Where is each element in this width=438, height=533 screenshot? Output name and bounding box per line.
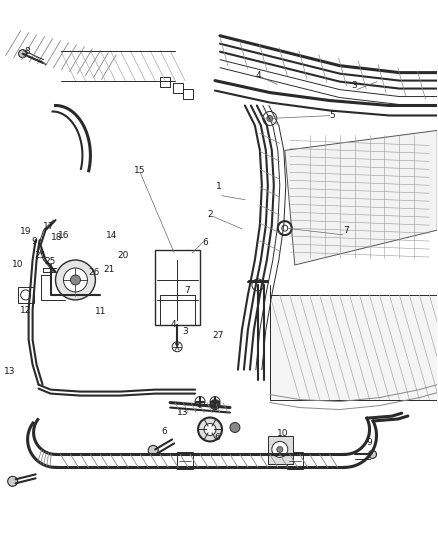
Circle shape [252,279,264,291]
Circle shape [272,441,288,457]
Circle shape [204,424,216,435]
Circle shape [263,111,277,125]
Text: 14: 14 [106,231,118,240]
Text: 18: 18 [51,233,62,242]
Circle shape [210,400,220,409]
Text: 15: 15 [134,166,145,175]
Text: 1: 1 [216,182,222,191]
Text: 5: 5 [330,110,336,119]
Text: 6: 6 [162,427,167,435]
Text: 7: 7 [184,286,190,295]
Circle shape [277,447,283,453]
Text: 19: 19 [20,228,32,237]
FancyBboxPatch shape [287,453,303,470]
Circle shape [172,342,182,352]
Text: 21: 21 [103,265,115,273]
FancyBboxPatch shape [183,88,193,99]
Text: 7: 7 [343,227,349,236]
Polygon shape [270,295,437,400]
Circle shape [64,268,88,292]
Circle shape [368,450,377,458]
Text: 2: 2 [208,210,213,219]
Text: 10: 10 [12,260,24,269]
Text: 9: 9 [367,439,372,447]
FancyBboxPatch shape [18,287,34,303]
Text: 20: 20 [117,252,129,261]
Circle shape [230,423,240,432]
Circle shape [278,221,292,235]
Text: 8: 8 [24,47,30,56]
Text: 9: 9 [32,237,37,246]
Circle shape [198,417,222,441]
FancyBboxPatch shape [155,250,200,325]
Text: 16: 16 [58,231,70,240]
Text: 6: 6 [202,238,208,247]
Text: 4: 4 [255,71,261,80]
Polygon shape [285,131,437,265]
Text: 25: 25 [44,257,56,265]
Text: 27: 27 [212,331,223,340]
FancyBboxPatch shape [177,453,193,470]
Circle shape [148,446,158,455]
Circle shape [71,275,81,285]
Text: 11: 11 [95,307,107,316]
FancyBboxPatch shape [268,437,293,464]
Text: 12: 12 [20,305,32,314]
FancyBboxPatch shape [160,77,170,86]
Text: 13: 13 [4,367,15,376]
Text: 17: 17 [43,222,54,231]
Text: 25: 25 [34,252,46,261]
Text: 26: 26 [88,269,99,277]
Text: 3: 3 [351,82,357,91]
Text: 3: 3 [183,327,188,336]
Circle shape [8,477,18,486]
Text: 10: 10 [277,430,289,438]
FancyBboxPatch shape [173,83,183,93]
Circle shape [267,116,273,122]
Text: 4: 4 [170,320,176,329]
Circle shape [19,50,27,58]
Text: 13: 13 [177,408,189,417]
Circle shape [56,260,95,300]
Text: 6: 6 [214,433,220,442]
